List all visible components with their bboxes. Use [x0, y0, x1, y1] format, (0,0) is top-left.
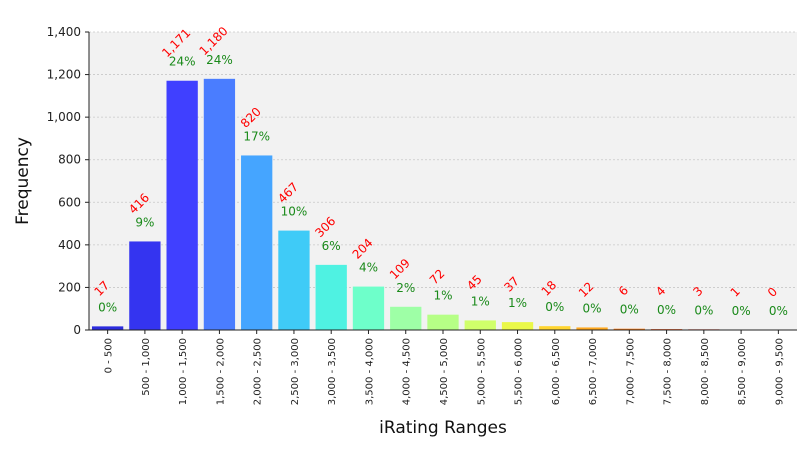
percent-label: 0%	[694, 303, 713, 317]
x-tick-label: 1,500 - 2,000	[215, 338, 226, 405]
bar	[464, 320, 496, 330]
x-tick-label: 2,500 - 3,000	[290, 338, 301, 405]
percent-label: 0%	[545, 300, 564, 314]
y-tick-label: 800	[58, 153, 81, 167]
y-tick-label: 1,000	[47, 110, 81, 124]
percent-label: 1%	[433, 289, 452, 303]
percent-label: 2%	[396, 281, 415, 295]
percent-label: 6%	[322, 239, 341, 253]
bar	[539, 326, 571, 330]
percent-label: 0%	[620, 303, 639, 317]
x-tick-label: 1,000 - 1,500	[178, 338, 189, 405]
y-tick-label: 200	[58, 280, 81, 294]
bars-layer	[91, 78, 757, 330]
y-tick-label: 400	[58, 238, 81, 252]
percent-label: 17%	[243, 129, 270, 143]
bar	[203, 78, 236, 330]
x-tick-label: 3,000 - 3,500	[327, 338, 338, 405]
x-axis-title: iRating Ranges	[379, 418, 507, 438]
percent-label: 0%	[769, 304, 788, 318]
y-tick-label: 600	[58, 195, 81, 209]
y-tick-label: 1,400	[47, 25, 81, 39]
bar	[576, 327, 608, 330]
bar	[501, 322, 534, 330]
y-tick-label: 1,200	[47, 68, 81, 82]
percent-label: 0%	[583, 301, 602, 315]
percent-label: 9%	[135, 215, 154, 229]
x-tick-label: 500 - 1,000	[141, 338, 152, 396]
percent-label: 1%	[471, 294, 490, 308]
x-tick-label: 7,000 - 7,500	[625, 338, 636, 405]
x-tick-label: 5,000 - 5,500	[476, 338, 487, 405]
percent-label: 1%	[508, 296, 527, 310]
x-tick-label: 6,500 - 7,000	[588, 338, 599, 405]
percent-label: 24%	[169, 55, 196, 69]
x-tick-label: 8,000 - 8,500	[700, 338, 711, 405]
bar	[278, 230, 310, 330]
percent-label: 0%	[98, 300, 117, 314]
y-tick-label: 0	[73, 323, 81, 337]
x-tick-label: 8,500 - 9,000	[737, 338, 748, 405]
bar	[241, 155, 273, 330]
bar	[427, 314, 459, 330]
x-tick-label: 9,000 - 9,500	[774, 338, 785, 405]
bar	[390, 306, 422, 330]
bar	[315, 264, 347, 330]
x-tick-label: 4,500 - 5,000	[439, 338, 450, 405]
y-axis-title: Frequency	[13, 137, 33, 225]
percent-label: 0%	[732, 304, 751, 318]
x-tick-label: 7,500 - 8,000	[663, 338, 674, 405]
x-tick-label: 6,000 - 6,500	[551, 338, 562, 405]
percent-label: 24%	[206, 53, 233, 67]
x-tick-label: 5,500 - 6,000	[514, 338, 525, 405]
x-tick-label: 2,000 - 2,500	[253, 338, 264, 405]
bar	[166, 80, 198, 330]
percent-label: 10%	[281, 205, 308, 219]
x-tick-label: 0 - 500	[104, 338, 115, 373]
percent-label: 4%	[359, 261, 378, 275]
x-tick-label: 4,000 - 4,500	[402, 338, 413, 405]
axes-layer: 0 200 400 600 800 1,000 1,200 1,400 0 - 500 500 -…	[47, 25, 797, 405]
bar	[352, 286, 385, 330]
percent-label: 0%	[657, 303, 676, 317]
bar	[613, 328, 645, 330]
x-tick-label: 3,500 - 4,000	[364, 338, 375, 405]
bar	[91, 326, 124, 330]
bar	[129, 241, 161, 330]
